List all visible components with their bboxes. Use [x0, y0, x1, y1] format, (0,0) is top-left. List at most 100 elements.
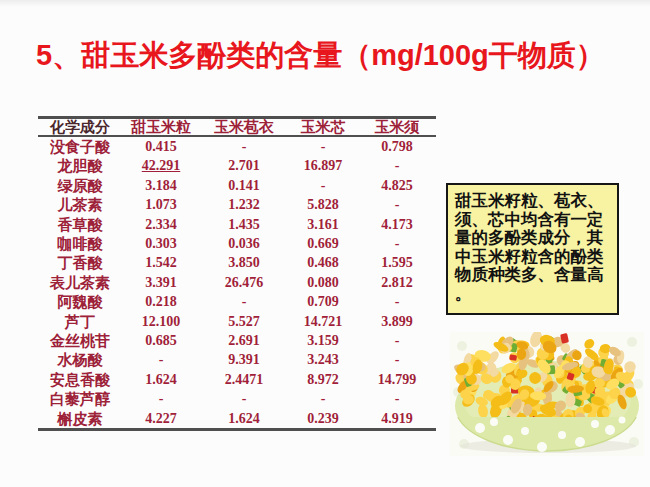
- value-cell: 2.691: [200, 331, 288, 350]
- value-cell: 0.468: [288, 253, 358, 272]
- table-row: 安息香酸1.6242.44718.97214.799: [38, 370, 436, 389]
- column-header-compound: 化学成分: [38, 118, 122, 137]
- value-cell: 3.391: [122, 273, 200, 292]
- table-row: 水杨酸-9.3913.243-: [38, 350, 436, 369]
- table-row: 丁香酸1.5423.8500.4681.595: [38, 253, 436, 272]
- value-cell: 4.173: [358, 215, 436, 234]
- table-header-row: 化学成分甜玉米粒玉米苞衣玉米芯玉米须: [38, 118, 436, 137]
- table-row: 龙胆酸42.2912.70116.897-: [38, 156, 436, 175]
- corn-dish-illustration: [450, 332, 644, 456]
- value-cell: 3.899: [358, 312, 436, 331]
- value-cell: 9.391: [200, 350, 288, 369]
- value-cell: 1.624: [122, 370, 200, 389]
- value-cell: 0.709: [288, 292, 358, 311]
- note-box: 甜玉米籽粒、苞衣、须、芯中均含有一定量的多酚类成分，其中玉米籽粒含的酚类物质种类…: [446, 183, 619, 315]
- value-cell: 2.701: [200, 156, 288, 175]
- value-cell: -: [358, 389, 436, 408]
- table-row: 绿原酸3.1840.141-4.825: [38, 176, 436, 195]
- value-cell: 1.073: [122, 195, 200, 214]
- compound-name: 儿茶素: [38, 195, 122, 214]
- value-cell: 0.239: [288, 409, 358, 430]
- table-row: 表儿茶素3.39126.4760.0802.812: [38, 273, 436, 292]
- compound-name: 槲皮素: [38, 409, 122, 430]
- value-cell: 0.685: [122, 331, 200, 350]
- table-row: 没食子酸0.415--0.798: [38, 136, 436, 156]
- value-cell: 0.218: [122, 292, 200, 311]
- value-cell: 0.798: [358, 136, 436, 156]
- value-cell: 1.595: [358, 253, 436, 272]
- table-row: 香草酸2.3341.4353.1614.173: [38, 215, 436, 234]
- value-cell: 1.542: [122, 253, 200, 272]
- value-cell: 16.897: [288, 156, 358, 175]
- table-row: 咖啡酸0.3030.0360.669-: [38, 234, 436, 253]
- value-cell: 4.825: [358, 176, 436, 195]
- frame-top-edge: [0, 0, 650, 7]
- value-cell: 42.291: [122, 156, 200, 175]
- table-row: 金丝桃苷0.6852.6913.159-: [38, 331, 436, 350]
- value-cell: 1.232: [200, 195, 288, 214]
- value-cell: 0.036: [200, 234, 288, 253]
- value-cell: -: [122, 350, 200, 369]
- note-text: 甜玉米籽粒、苞衣、须、芯中均含有一定量的多酚类成分，其中玉米籽粒含的酚类物质种类…: [455, 191, 604, 302]
- value-cell: 1.435: [200, 215, 288, 234]
- compound-name: 龙胆酸: [38, 156, 122, 175]
- compound-name: 金丝桃苷: [38, 331, 122, 350]
- value-cell: 12.100: [122, 312, 200, 331]
- value-cell: 3.243: [288, 350, 358, 369]
- compound-name: 绿原酸: [38, 176, 122, 195]
- table-row: 槲皮素4.2271.6240.2394.919: [38, 409, 436, 430]
- value-cell: 4.919: [358, 409, 436, 430]
- value-cell: 26.476: [200, 273, 288, 292]
- value-cell: -: [200, 292, 288, 311]
- compound-name: 安息香酸: [38, 370, 122, 389]
- value-cell: 14.721: [288, 312, 358, 331]
- value-cell: -: [288, 136, 358, 156]
- value-cell: -: [358, 234, 436, 253]
- table-row: 儿茶素1.0731.2325.828-: [38, 195, 436, 214]
- value-cell: 14.799: [358, 370, 436, 389]
- compound-name: 芦丁: [38, 312, 122, 331]
- value-cell: 3.159: [288, 331, 358, 350]
- value-cell: -: [200, 389, 288, 408]
- value-cell: 0.080: [288, 273, 358, 292]
- value-cell: 0.669: [288, 234, 358, 253]
- column-header: 玉米须: [358, 118, 436, 137]
- corn-dish-photo: [450, 332, 644, 456]
- column-header: 甜玉米粒: [122, 118, 200, 137]
- compound-name: 香草酸: [38, 215, 122, 234]
- value-cell: 3.850: [200, 253, 288, 272]
- value-cell: 2.4471: [200, 370, 288, 389]
- value-cell: 3.161: [288, 215, 358, 234]
- value-cell: -: [358, 292, 436, 311]
- compound-name: 水杨酸: [38, 350, 122, 369]
- compound-name: 丁香酸: [38, 253, 122, 272]
- value-cell: 1.624: [200, 409, 288, 430]
- value-cell: 0.141: [200, 176, 288, 195]
- value-cell: 0.415: [122, 136, 200, 156]
- value-cell: 0.303: [122, 234, 200, 253]
- value-cell: -: [288, 176, 358, 195]
- value-cell: 4.227: [122, 409, 200, 430]
- value-cell: 5.828: [288, 195, 358, 214]
- value-cell: -: [358, 156, 436, 175]
- compound-name: 表儿茶素: [38, 273, 122, 292]
- value-cell: -: [358, 331, 436, 350]
- slide-title: 5、甜玉米多酚类的含量（mg/100g干物质）: [36, 38, 616, 72]
- value-cell: -: [122, 389, 200, 408]
- value-cell: -: [200, 136, 288, 156]
- column-header: 玉米苞衣: [200, 118, 288, 137]
- column-header: 玉米芯: [288, 118, 358, 137]
- value-cell: 2.812: [358, 273, 436, 292]
- value-cell: 5.527: [200, 312, 288, 331]
- value-cell: 2.334: [122, 215, 200, 234]
- table-row: 阿魏酸0.218-0.709-: [38, 292, 436, 311]
- value-cell: -: [288, 389, 358, 408]
- value-cell: 3.184: [122, 176, 200, 195]
- value-cell: -: [358, 350, 436, 369]
- compound-name: 阿魏酸: [38, 292, 122, 311]
- table-row: 白藜芦醇----: [38, 389, 436, 408]
- table-row: 芦丁12.1005.52714.7213.899: [38, 312, 436, 331]
- value-cell: -: [358, 195, 436, 214]
- phenol-content-table: 化学成分甜玉米粒玉米苞衣玉米芯玉米须 没食子酸0.415--0.798龙胆酸42…: [38, 116, 436, 431]
- compound-name: 咖啡酸: [38, 234, 122, 253]
